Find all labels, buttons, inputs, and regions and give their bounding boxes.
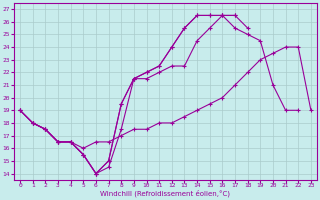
X-axis label: Windchill (Refroidissement éolien,°C): Windchill (Refroidissement éolien,°C) xyxy=(100,190,230,197)
